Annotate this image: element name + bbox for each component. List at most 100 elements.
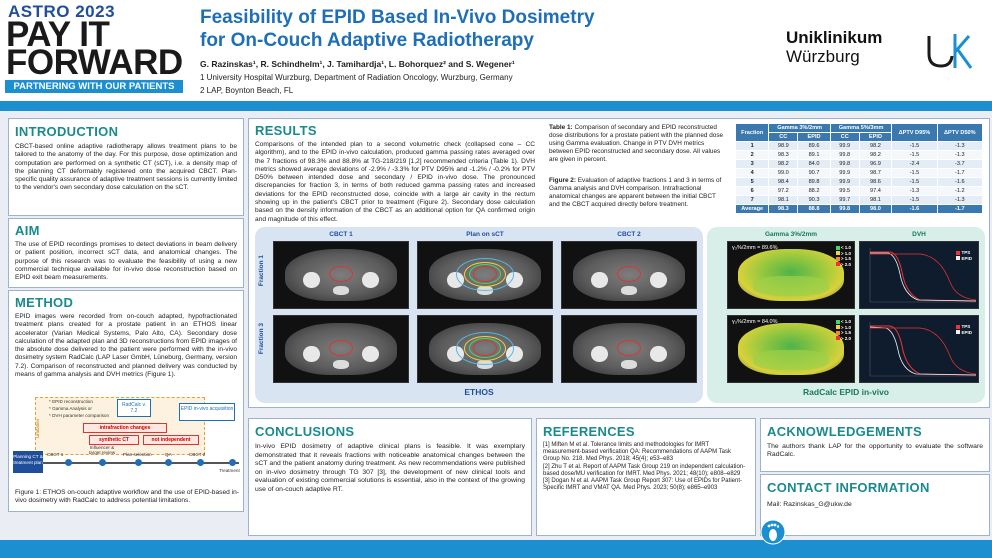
value-cell: 98.6	[858, 177, 893, 187]
tagline-banner: PARTNERING WITH OUR PATIENTS	[5, 80, 183, 93]
pay-it-label: PAY IT	[6, 15, 110, 54]
title-block: Feasibility of EPID Based In-Vivo Dosime…	[200, 6, 760, 95]
table-average-row: Average 98.3 88.8 99.8 98.0 -1.6 -1.7	[734, 204, 984, 214]
acknowledgements-text: The authors thank LAP for the opportunit…	[767, 443, 983, 459]
value-cell: -1.3	[936, 195, 984, 205]
ct-image-f1-cbct2	[561, 241, 697, 309]
ct-image-f3-cbct2	[561, 315, 697, 383]
step-cbct1: CBCT 1	[47, 452, 64, 457]
value-cell: 97.4	[858, 186, 893, 196]
gamma-legend-f3: < 1.0 > 1.0 > 1.5 > 2.0	[835, 319, 851, 341]
col-cbct2: CBCT 2	[617, 231, 641, 238]
not-independent-tag: not independent	[143, 435, 199, 445]
sub-epid: EPID	[858, 132, 893, 142]
table-row: 2 98.3 89.1 99.8 98.2 -1.5 -1.3	[734, 150, 984, 160]
value-cell: -1.7	[936, 168, 984, 178]
fraction-cell: 2	[734, 150, 770, 160]
value-cell: -1.5	[891, 168, 938, 178]
reference-item: [2] Zhu T et al. Report of AAPM Task Gro…	[543, 463, 746, 477]
method-heading: METHOD	[15, 295, 74, 310]
step-influencer: Influencer & target review	[88, 445, 116, 455]
col-plan-sct: Plan on sCT	[466, 231, 504, 238]
value-cell: -1.3	[936, 150, 984, 160]
value-cell: -1.5	[891, 141, 938, 151]
method-text: EPID images were recorded from on-couch …	[15, 313, 237, 379]
gamma-legend-f1: < 1.0 > 1.0 > 1.5 > 2.0	[835, 245, 851, 267]
value-cell: 97.2	[768, 186, 799, 196]
header-divider	[0, 101, 992, 111]
workflow-diagram: Limitation * EPID reconstruction * Gamma…	[13, 389, 240, 481]
planning-ct-box: Planning CT & treatment plan	[13, 451, 43, 473]
radcalc-box: RadCalc v. 7.2	[117, 399, 151, 417]
value-cell: 99.9	[829, 177, 860, 187]
author-list: G. Razinskas¹, R. Schindhelm¹, J. Tamiha…	[200, 59, 515, 69]
col-dptv-d50: ΔPTV D50%	[936, 123, 984, 142]
fraction-cell: 3	[734, 159, 770, 169]
value-cell: -1.5	[891, 177, 938, 187]
contact-heading: CONTACT INFORMATION	[767, 480, 930, 495]
value-cell: 98.2	[768, 159, 799, 169]
value-cell: -1.3	[891, 186, 938, 196]
aim-heading: AIM	[15, 223, 40, 238]
conclusions-text: In-vivo EPID dosimetry of adaptive clini…	[255, 443, 525, 493]
sub-cc: CC	[829, 132, 860, 142]
acknowledgements-panel: ACKNOWLEDGEMENTS The authors thank LAP f…	[760, 418, 990, 472]
contact-email[interactable]: Mail: Razinskas_G@ukw.de	[767, 501, 852, 508]
value-cell: 99.0	[768, 168, 799, 178]
table-row: 6 97.2 88.2 99.5 97.4 -1.3 -1.2	[734, 186, 984, 196]
col-gamma: Gamma 3%/2mm	[764, 231, 818, 238]
footprint-icon	[760, 519, 786, 545]
value-cell: 89.8	[797, 177, 831, 187]
footer-bar	[0, 540, 992, 558]
table-row: 4 99.0 90.7 99.9 98.7 -1.5 -1.7	[734, 168, 984, 178]
value-cell: 89.6	[797, 141, 831, 151]
forward-label: FORWARD	[6, 43, 183, 82]
table-row: 5 98.4 89.8 99.9 98.6 -1.5 -1.6	[734, 177, 984, 187]
gamma-value-f1: γ₃%/2mm = 89.6%	[732, 245, 778, 251]
ct-image-f3-cbct1	[273, 315, 409, 383]
method-panel: METHOD EPID images were recorded from on…	[8, 290, 244, 512]
workflow-note-1: * EPID reconstruction	[49, 399, 93, 404]
col-group-gamma32: Gamma 3%/2mm	[768, 123, 831, 133]
conclusions-panel: CONCLUSIONS In-vivo EPID dosimetry of ad…	[248, 418, 532, 536]
value-cell: 99.9	[829, 141, 860, 151]
value-cell: -3.7	[936, 159, 984, 169]
timeline-dot	[197, 459, 204, 466]
value-cell: 98.2	[858, 141, 893, 151]
step-plan-selection: Plan selection	[123, 452, 152, 457]
value-cell: 98.9	[768, 141, 799, 151]
results-table: Fraction Gamma 3%/2mm Gamma 5%/3mm ΔPTV …	[734, 123, 984, 214]
workflow-note-3: * DVH parameter comparison	[49, 413, 109, 418]
uk-logo-icon	[925, 28, 975, 72]
value-cell: -1.3	[936, 141, 984, 151]
col-dptv-d95: ΔPTV D95%	[891, 123, 938, 142]
average-value-cell: 98.3	[768, 204, 799, 214]
affiliation-1: 1 University Hospital Wurzburg, Departme…	[200, 73, 513, 82]
value-cell: 96.9	[858, 159, 893, 169]
workflow-note-2: * Gamma Analysis or	[49, 406, 92, 411]
timeline-dot	[135, 459, 142, 466]
value-cell: 99.7	[829, 195, 860, 205]
value-cell: 99.8	[829, 150, 860, 160]
timeline-dot	[165, 459, 172, 466]
table1-caption-text: Comparison of secondary and EPID reconst…	[549, 124, 724, 163]
timeline-dot	[99, 459, 106, 466]
table-row: 3 98.2 84.0 99.8 96.9 -2.4 -3.7	[734, 159, 984, 169]
radcalc-label: RadCalc EPID in-vivo	[803, 387, 889, 397]
table1-caption-label: Table 1:	[549, 124, 573, 131]
references-heading: REFERENCES	[543, 424, 635, 439]
ethos-figure-group: CBCT 1 Plan on sCT CBCT 2 Fraction 1 Fra…	[255, 227, 703, 403]
introduction-heading: INTRODUCTION	[15, 124, 119, 139]
figure1-caption: Figure 1: ETHOS on-couch adaptive workfl…	[15, 489, 239, 504]
contact-panel: CONTACT INFORMATION Mail: Razinskas_G@uk…	[760, 474, 990, 536]
radcalc-figure-group: Gamma 3%/2mm DVH γ₃%/2mm = 89.6% < 1.0 >…	[707, 227, 985, 403]
value-cell: 99.5	[829, 186, 860, 196]
col-fraction: Fraction	[734, 123, 770, 142]
reference-item: [3] Dogan N et al. AAPM Task Group Repor…	[543, 478, 742, 492]
poster-title-line2: for On-Couch Adaptive Radiotherapy	[200, 30, 534, 51]
fraction-cell: 5	[734, 177, 770, 187]
synthetic-ct-tag: synthetic CT	[89, 435, 139, 445]
results-text: Comparisons of the intended plan to a se…	[255, 141, 535, 223]
introduction-panel: INTRODUCTION CBCT-based online adaptive …	[8, 118, 244, 216]
limitation-label: Limitation	[35, 419, 40, 439]
